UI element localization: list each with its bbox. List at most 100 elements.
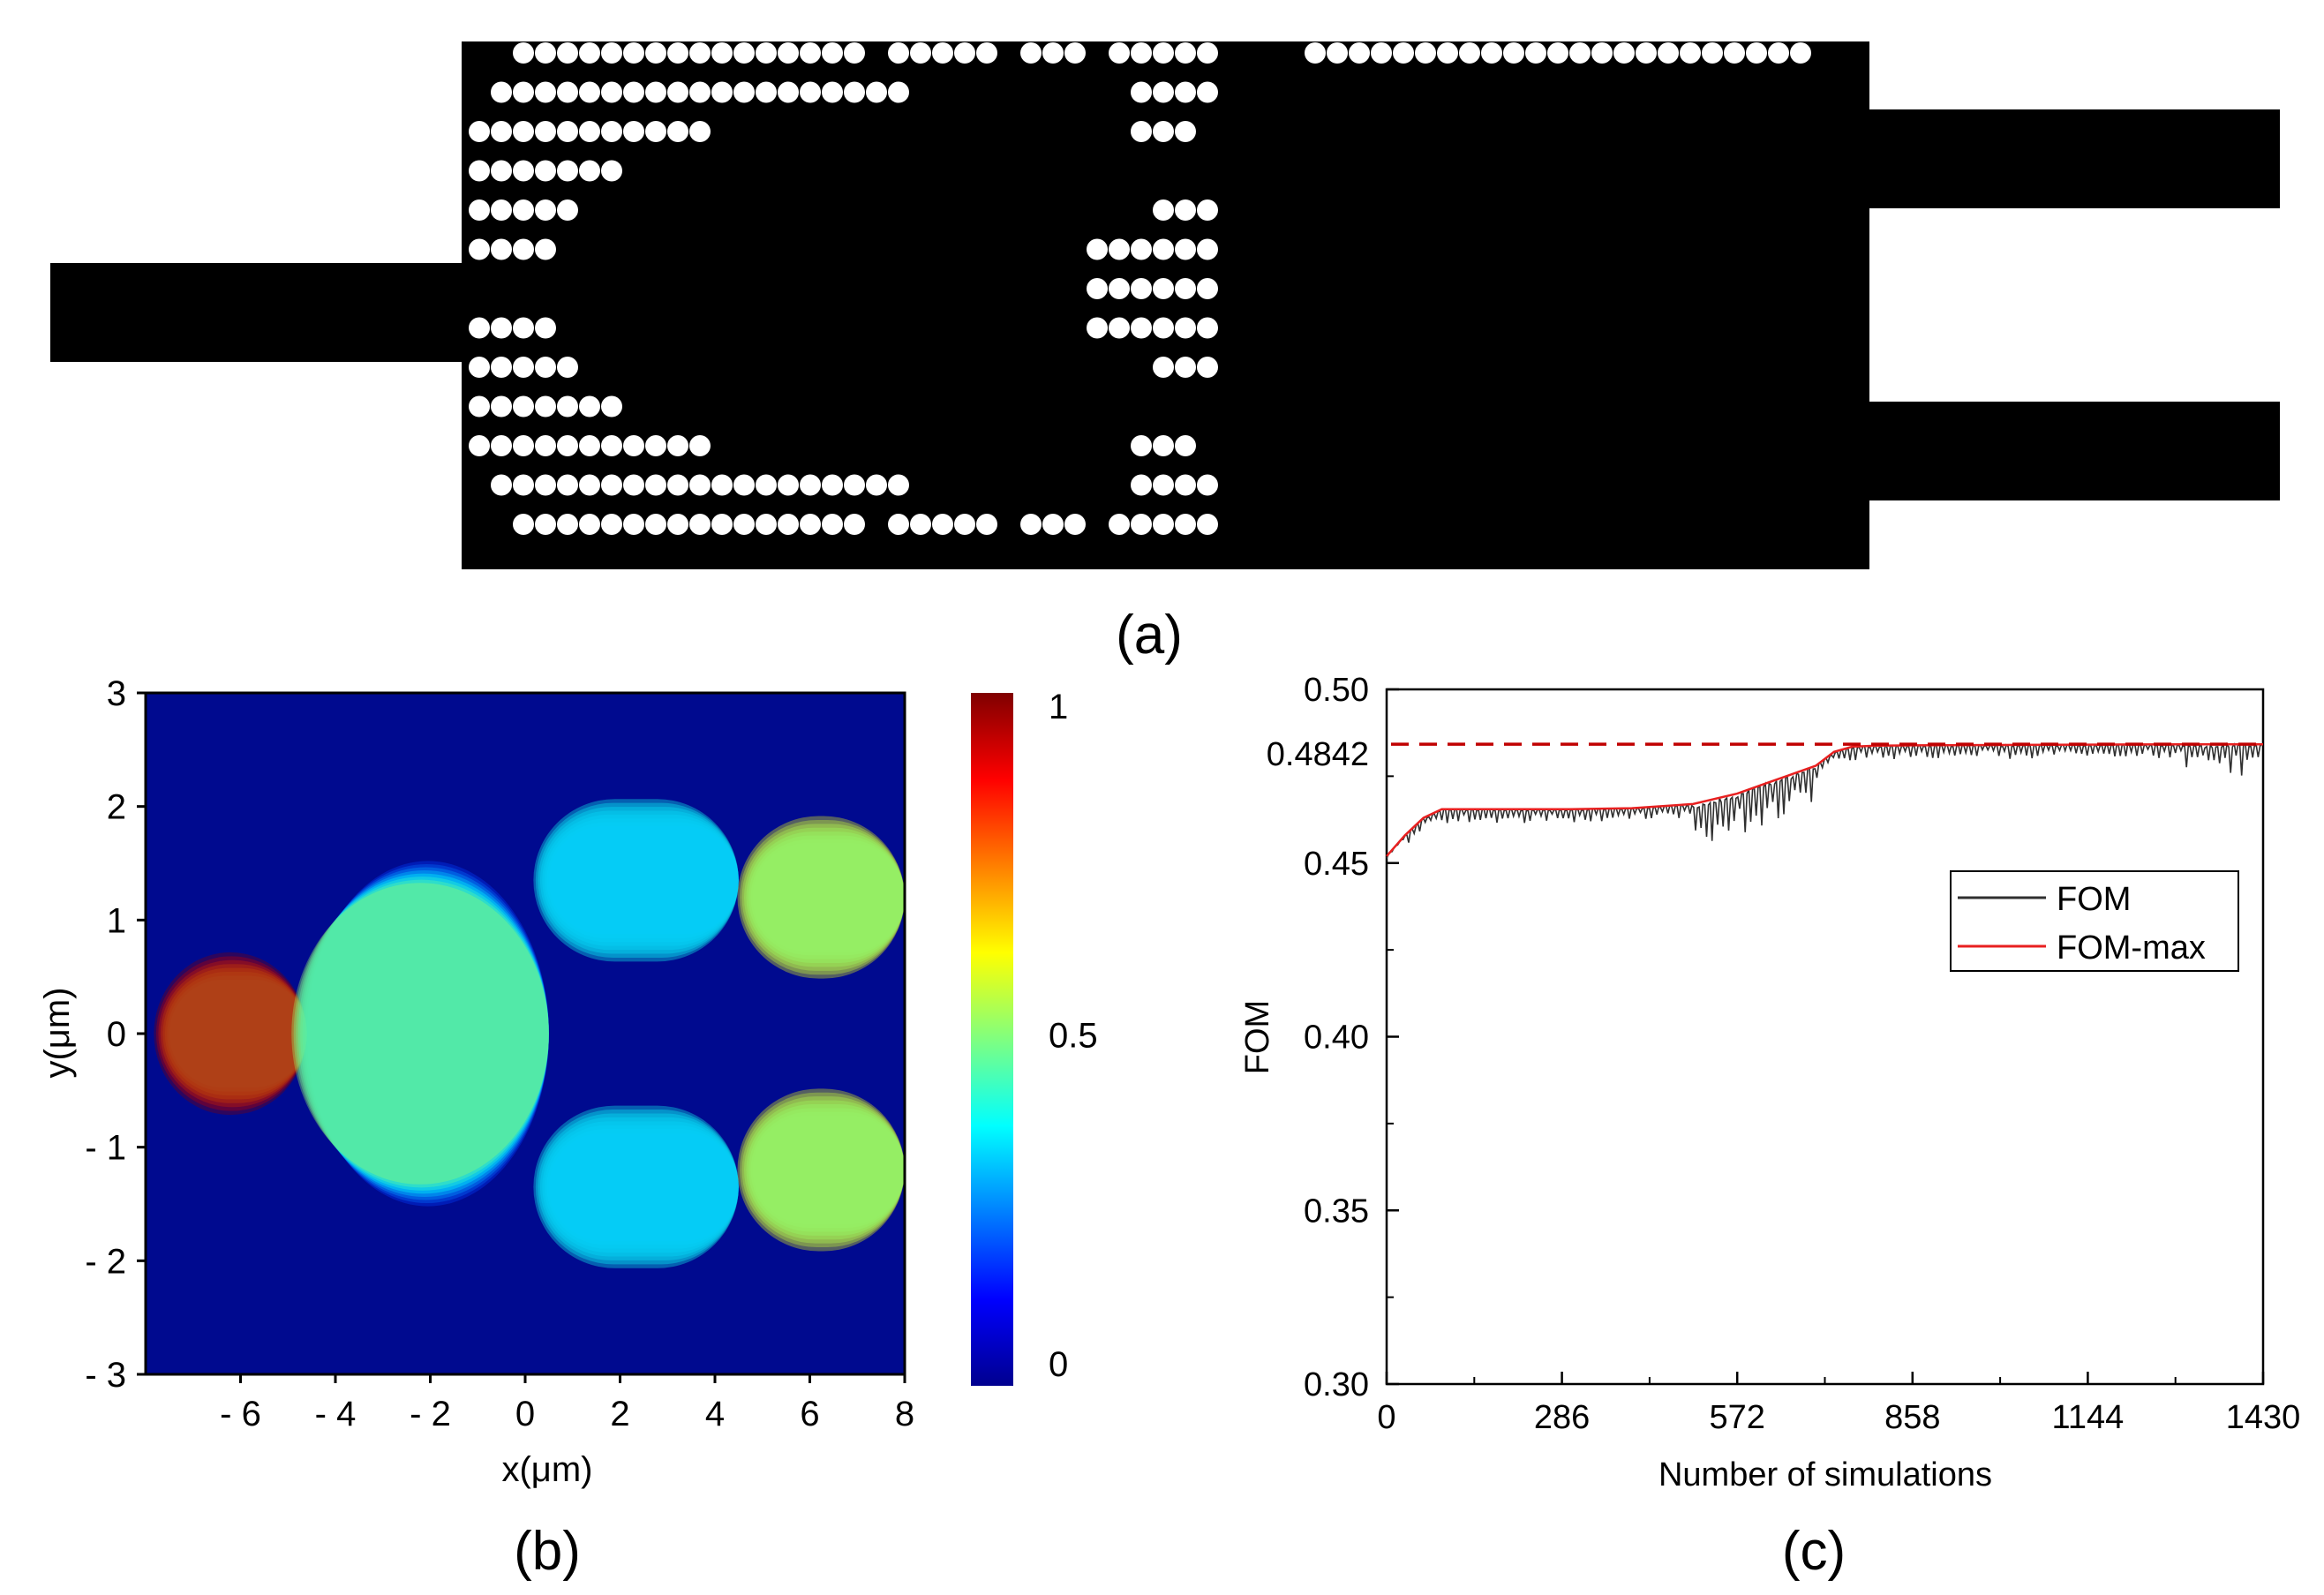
- hole: [976, 42, 997, 64]
- hole: [579, 514, 600, 535]
- x-tick-label: - 6: [220, 1395, 261, 1433]
- y-tick-label: 0.45: [1304, 846, 1369, 883]
- hole: [557, 199, 578, 221]
- hole: [1064, 514, 1086, 535]
- hole: [711, 81, 733, 103]
- field-branch-lower: [535, 1110, 739, 1265]
- hole: [601, 474, 622, 496]
- hole: [711, 42, 733, 64]
- hole: [557, 42, 578, 64]
- hole: [1153, 357, 1174, 378]
- hole: [1175, 238, 1196, 260]
- hole: [1175, 121, 1196, 142]
- hole: [1131, 278, 1152, 299]
- field-taper: [291, 883, 549, 1185]
- hole: [535, 81, 556, 103]
- hole: [778, 474, 799, 496]
- hole: [1393, 42, 1414, 64]
- hole: [623, 42, 644, 64]
- hole: [1153, 238, 1174, 260]
- hole: [601, 160, 622, 182]
- hole: [1305, 42, 1326, 64]
- x-axis-label-b: x(μm): [501, 1450, 592, 1489]
- hole: [1175, 474, 1196, 496]
- hole: [1175, 357, 1196, 378]
- hole: [932, 514, 953, 535]
- hole: [1064, 42, 1086, 64]
- hole: [800, 81, 821, 103]
- hole: [1547, 42, 1568, 64]
- hole: [623, 81, 644, 103]
- hole: [1459, 42, 1480, 64]
- field-branch-lower: [548, 1132, 739, 1241]
- hole: [491, 238, 512, 260]
- hole: [579, 121, 600, 142]
- hole: [535, 395, 556, 418]
- hole: [1680, 42, 1701, 64]
- field-output-upper: [737, 816, 905, 979]
- hole: [1525, 42, 1546, 64]
- y-tick-label: 1: [107, 901, 126, 940]
- hole: [1153, 121, 1174, 142]
- hole: [601, 81, 622, 103]
- field-taper: [293, 879, 549, 1188]
- colorbar: [971, 693, 1013, 1386]
- hole: [756, 42, 777, 64]
- hole: [469, 199, 490, 221]
- y-axis-label-b: y(μm): [38, 987, 77, 1078]
- hole: [1415, 42, 1436, 64]
- hole: [667, 121, 688, 142]
- hole: [888, 81, 909, 103]
- hole: [579, 160, 600, 182]
- y-tick-label: - 1: [85, 1129, 126, 1168]
- hole: [711, 474, 733, 496]
- x-tick-label: 286: [1534, 1399, 1590, 1436]
- hole: [601, 42, 622, 64]
- hole: [711, 514, 733, 535]
- hole: [513, 199, 534, 221]
- field-branch-upper: [539, 810, 739, 951]
- hole: [513, 121, 534, 142]
- hole: [645, 514, 666, 535]
- hole: [822, 474, 843, 496]
- hole: [733, 42, 755, 64]
- field-output-upper: [740, 819, 905, 975]
- field-branch-upper: [548, 826, 739, 935]
- hole: [601, 514, 622, 535]
- field-branch-upper: [535, 802, 739, 958]
- input-waveguide: [50, 263, 465, 362]
- hole: [1153, 278, 1174, 299]
- field-input: [154, 952, 307, 1116]
- plot-frame: [1385, 688, 2265, 1386]
- y-tick-label: 3: [107, 674, 126, 713]
- hole: [888, 514, 909, 535]
- hole: [1175, 81, 1196, 103]
- hole: [689, 435, 711, 456]
- hole: [491, 199, 512, 221]
- field-taper: [296, 876, 549, 1191]
- hole: [866, 474, 887, 496]
- hole: [579, 474, 600, 496]
- hole: [601, 435, 622, 456]
- x-tick-label: 1144: [2052, 1399, 2125, 1436]
- hole: [1591, 42, 1613, 64]
- hole: [910, 514, 931, 535]
- field-output-lower: [748, 1108, 905, 1232]
- field-input: [167, 975, 307, 1092]
- field-output-lower: [737, 1088, 905, 1252]
- hole: [513, 238, 534, 260]
- hole: [1768, 42, 1789, 64]
- hole: [1197, 474, 1218, 496]
- hole: [1197, 317, 1218, 339]
- hole: [557, 357, 578, 378]
- etched-holes: [469, 42, 1811, 535]
- x-tick-label: - 2: [410, 1395, 451, 1433]
- hole: [513, 474, 534, 496]
- hole: [1175, 278, 1196, 299]
- hole: [1131, 121, 1152, 142]
- hole: [689, 514, 711, 535]
- hole: [1109, 42, 1130, 64]
- hole: [1109, 317, 1130, 339]
- field-branch-lower: [539, 1117, 739, 1257]
- x-tick-label: 1430: [2226, 1399, 2301, 1436]
